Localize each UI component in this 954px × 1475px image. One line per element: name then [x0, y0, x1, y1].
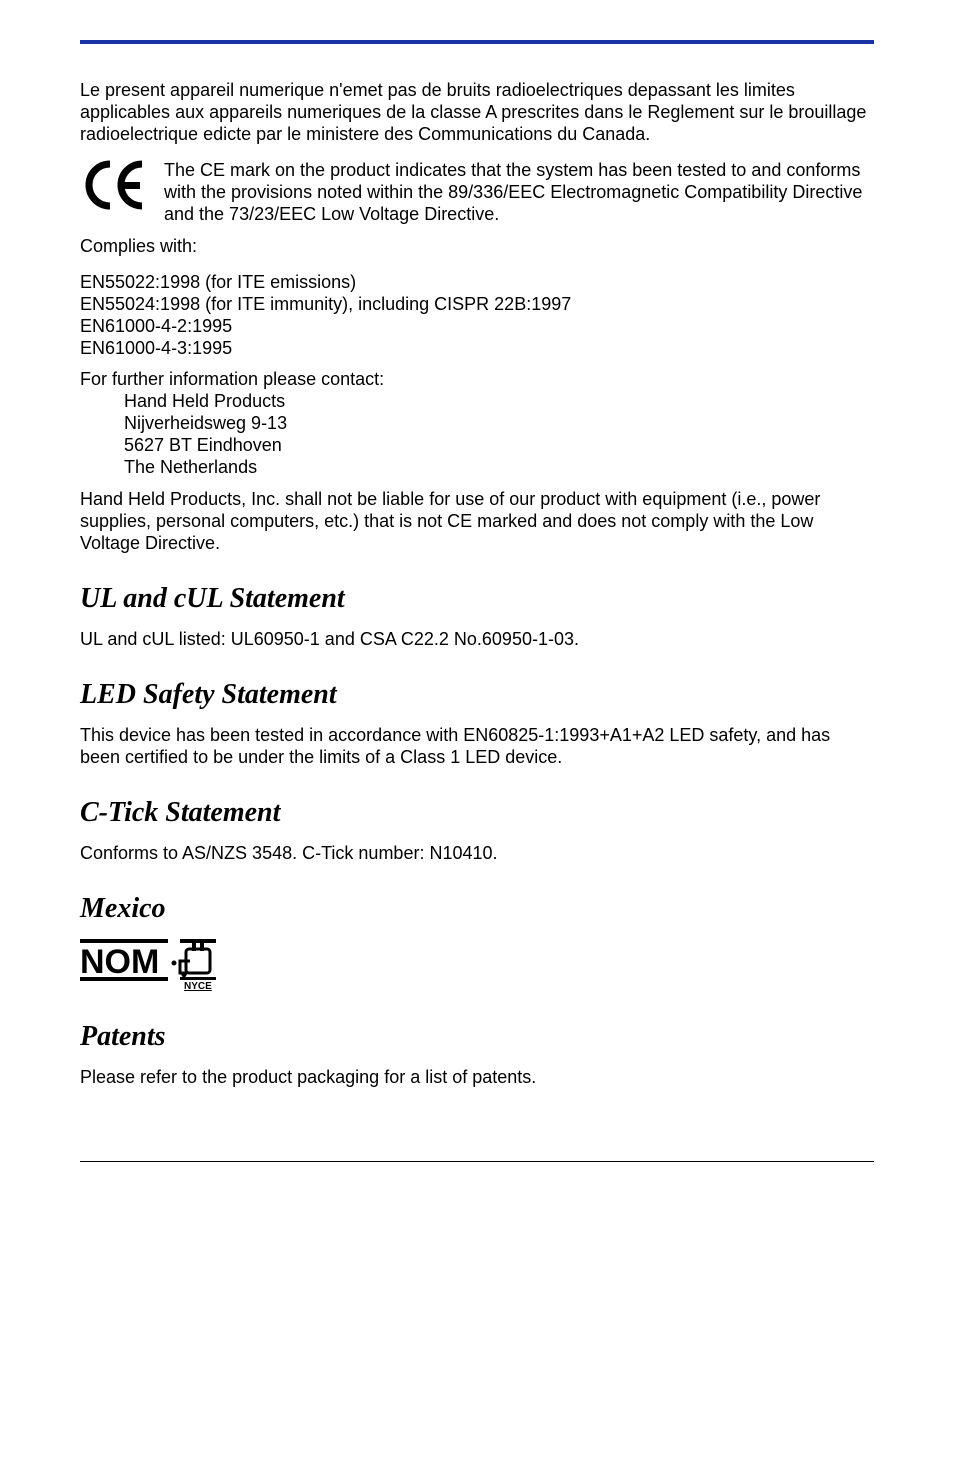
- top-rule: [80, 40, 874, 44]
- ctick-text: Conforms to AS/NZS 3548. C-Tick number: …: [80, 843, 874, 865]
- liability-paragraph: Hand Held Products, Inc. shall not be li…: [80, 489, 874, 555]
- contact-line: 5627 BT Eindhoven: [124, 435, 874, 457]
- contact-intro: For further information please contact:: [80, 369, 874, 391]
- contact-block: For further information please contact: …: [80, 369, 874, 479]
- nom-nyce-logo-icon: NOM NYCE: [80, 939, 874, 993]
- contact-line: The Netherlands: [124, 457, 874, 479]
- standard-line: EN55022:1998 (for ITE emissions): [80, 272, 874, 294]
- svg-text:NYCE: NYCE: [184, 981, 212, 992]
- ce-mark-icon: [80, 160, 148, 210]
- complies-with-label: Complies with:: [80, 236, 874, 258]
- ul-text: UL and cUL listed: UL60950-1 and CSA C22…: [80, 629, 874, 651]
- heading-led: LED Safety Statement: [80, 679, 874, 711]
- heading-mexico: Mexico: [80, 893, 874, 925]
- bottom-rule: [80, 1161, 874, 1162]
- contact-line: Nijverheidsweg 9-13: [124, 413, 874, 435]
- heading-ctick: C-Tick Statement: [80, 797, 874, 829]
- led-text: This device has been tested in accordanc…: [80, 725, 874, 769]
- paragraph-french: Le present appareil numerique n'emet pas…: [80, 80, 874, 146]
- heading-ul: UL and cUL Statement: [80, 583, 874, 615]
- ce-block: The CE mark on the product indicates tha…: [80, 160, 874, 226]
- patents-text: Please refer to the product packaging fo…: [80, 1067, 874, 1089]
- svg-text:NOM: NOM: [80, 943, 159, 981]
- standard-line: EN61000-4-2:1995: [80, 316, 874, 338]
- contact-line: Hand Held Products: [124, 391, 874, 413]
- ce-text: The CE mark on the product indicates tha…: [164, 160, 874, 226]
- standard-line: EN55024:1998 (for ITE immunity), includi…: [80, 294, 874, 316]
- heading-patents: Patents: [80, 1021, 874, 1053]
- standards-list: EN55022:1998 (for ITE emissions) EN55024…: [80, 272, 874, 360]
- standard-line: EN61000-4-3:1995: [80, 338, 874, 360]
